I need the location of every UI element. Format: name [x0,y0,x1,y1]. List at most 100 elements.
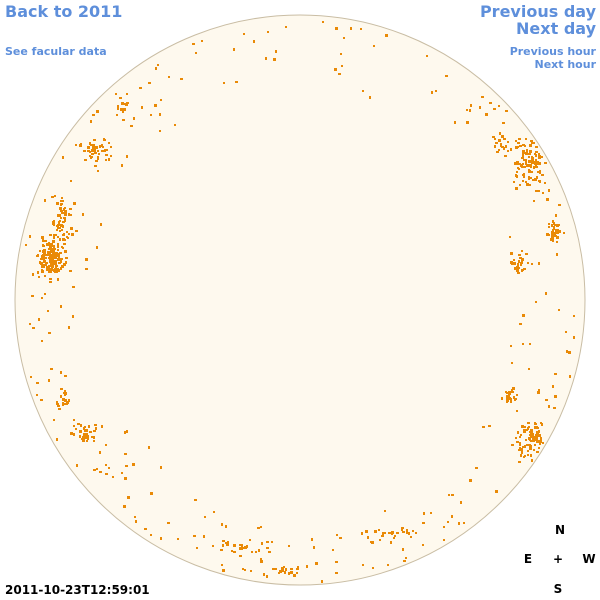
facula-spot [93,144,95,147]
facula-spot [93,436,95,439]
facula-spot [42,239,44,242]
facula-spot [97,156,99,158]
facula-spot [548,405,550,408]
facula-spot [159,113,161,116]
facula-spot [150,114,152,116]
facula-spot [56,202,59,205]
facula-spot [43,260,45,263]
facula-spot [538,430,540,433]
facula-spot [533,166,535,169]
facula-spot [57,249,59,251]
facula-spot [105,444,107,446]
facula-spot [522,163,524,165]
facula-spot [213,511,215,513]
facula-spot [222,540,225,542]
facula-spot [523,159,525,161]
facula-spot [167,522,170,524]
facula-spot [378,529,380,531]
facula-spot [554,235,557,237]
facula-spot [73,425,75,427]
facula-spot [516,441,519,443]
facula-spot [526,444,529,446]
facula-spot [493,108,496,110]
back-to-year-link[interactable]: Back to 2011 [5,2,123,21]
facula-spot [527,422,530,424]
previous-hour-link[interactable]: Previous hour [509,45,596,58]
facula-spot [566,350,568,353]
facula-spot [41,297,43,299]
facula-spot [306,565,308,568]
facula-spot [150,534,152,536]
facula-spot [55,267,57,270]
facula-spot [525,253,527,255]
facula-spot [61,229,63,231]
facula-spot [485,113,488,116]
facula-spot [89,142,91,145]
facula-spot [203,535,205,538]
facula-spot [552,236,554,239]
facula-spot [62,403,64,406]
facula-spot [499,132,501,135]
facula-spot [57,258,60,261]
facula-spot [528,368,530,370]
facula-spot [62,402,64,404]
facula-spot [87,435,89,438]
facula-spot [528,153,531,155]
facula-spot [332,549,334,551]
facula-spot [528,164,530,167]
facula-spot [62,234,64,236]
facula-spot [482,426,485,428]
facula-spot [536,440,538,443]
facula-spot [57,405,60,407]
facula-spot [522,150,525,153]
facula-spot [108,158,110,161]
facula-spot [515,146,518,149]
facula-spot [124,431,126,434]
facula-spot [64,390,66,392]
facula-spot [402,548,404,551]
facula-spot [443,526,445,528]
facula-spot [31,295,34,297]
facula-spot [88,425,90,428]
next-hour-link[interactable]: Next hour [534,58,597,71]
facula-spot [528,156,530,158]
facula-spot [60,203,63,205]
facula-spot [80,424,82,427]
see-facular-data-link[interactable]: See facular data [5,45,107,58]
facula-spot [83,150,86,152]
facula-spot [86,433,88,436]
facula-spot [49,281,52,283]
facula-spot [515,174,517,177]
facula-spot [97,170,99,172]
facula-spot [273,58,276,61]
facula-spot [515,187,518,190]
facula-spot [284,571,286,574]
next-day-link[interactable]: Next day [516,19,596,38]
facula-spot [341,65,343,67]
facula-spot [401,528,403,531]
facula-spot [105,154,108,156]
facula-spot [63,243,65,245]
previous-day-link[interactable]: Previous day [479,2,596,21]
facula-spot [85,268,88,270]
facula-spot [58,269,60,272]
facula-spot [519,257,522,259]
facula-spot [558,204,561,206]
facula-spot [260,560,263,563]
facula-spot [124,453,127,455]
facula-spot [221,523,223,526]
facula-spot [61,246,63,248]
facula-spot [517,272,520,274]
facula-spot [522,343,524,345]
facula-spot [195,52,197,54]
facula-spot [538,190,540,192]
facula-spot [541,156,543,158]
facula-spot [56,229,58,231]
facula-spot [253,40,255,43]
facula-spot [125,104,128,106]
facula-spot [53,234,55,237]
facula-spot [75,230,78,232]
facula-spot [60,395,62,398]
facula-spot [391,531,394,534]
facula-spot [246,545,248,548]
